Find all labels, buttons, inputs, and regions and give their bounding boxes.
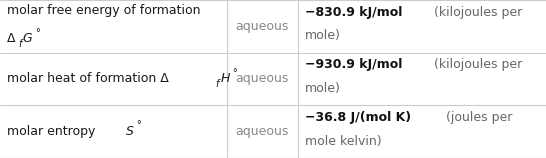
Text: S: S [126,125,134,138]
Text: °: ° [136,120,141,130]
Text: Δ: Δ [7,33,16,46]
Text: °: ° [35,28,40,38]
Text: mole kelvin): mole kelvin) [305,135,381,148]
Text: molar free energy of formation: molar free energy of formation [7,4,200,17]
Text: (kilojoules per: (kilojoules per [430,6,523,19]
Text: mole): mole) [305,29,341,42]
Text: −830.9 kJ/mol: −830.9 kJ/mol [305,6,402,19]
Text: molar heat of formation Δ: molar heat of formation Δ [7,73,169,85]
Text: aqueous: aqueous [235,73,289,85]
Text: (kilojoules per: (kilojoules per [430,58,523,71]
Text: G: G [22,33,32,46]
Text: f: f [18,39,21,49]
Text: mole): mole) [305,82,341,95]
Text: (joules per: (joules per [442,111,512,124]
Text: f: f [216,79,219,89]
Text: aqueous: aqueous [235,20,289,33]
Text: °: ° [232,68,237,78]
Text: −36.8 J/(mol K): −36.8 J/(mol K) [305,111,411,124]
Text: H: H [220,73,229,85]
Text: −930.9 kJ/mol: −930.9 kJ/mol [305,58,402,71]
Text: molar entropy: molar entropy [7,125,99,138]
Text: aqueous: aqueous [235,125,289,138]
